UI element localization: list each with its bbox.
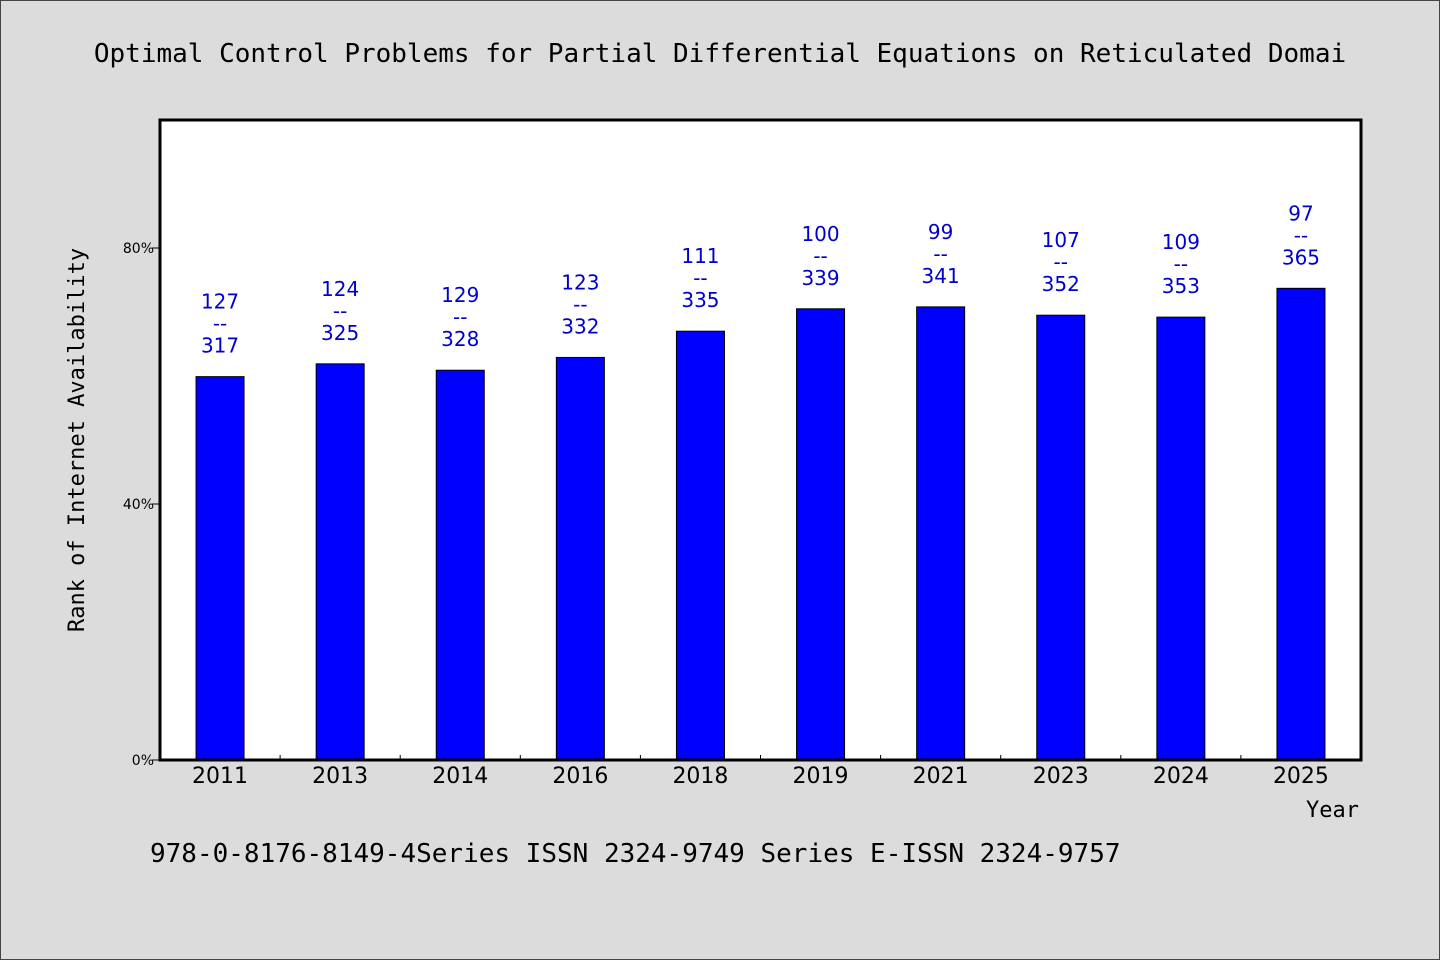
data-label: 341: [922, 264, 960, 288]
x-tick-label: 2016: [552, 764, 608, 789]
data-label: 109: [1162, 230, 1200, 254]
bar-2019: [796, 308, 846, 761]
data-label: 124: [321, 277, 359, 301]
data-label: 352: [1042, 272, 1080, 296]
data-label: 97: [1288, 201, 1313, 225]
y-tick-label: 80%: [123, 241, 154, 257]
plot-border: [158, 118, 1363, 762]
bar-2011: [195, 376, 245, 761]
y-axis: 0% 40% 80%: [123, 241, 160, 769]
x-axis: 2011 2013 2014 2016 2018 2019 2021 2023 2024 2025: [192, 755, 1329, 789]
data-label: 335: [681, 288, 719, 312]
data-label: --: [933, 242, 947, 266]
data-label: --: [333, 299, 347, 323]
bar-2016: [555, 356, 605, 761]
data-label: --: [1054, 250, 1068, 274]
bar-2023: [1036, 314, 1086, 761]
data-label: 353: [1162, 274, 1200, 298]
data-label: 332: [561, 314, 599, 338]
bar-2014: [435, 369, 485, 761]
x-tick-label: 2018: [672, 764, 728, 789]
x-tick-label: 2011: [192, 764, 248, 789]
data-label: --: [213, 312, 227, 336]
data-label: --: [1174, 252, 1188, 276]
data-label: 317: [201, 334, 239, 358]
data-label: 99: [928, 220, 953, 244]
chart-title: Optimal Control Problems for Partial Dif…: [94, 39, 1346, 69]
y-tick-label: 0%: [132, 753, 154, 769]
bar-2021: [916, 306, 966, 761]
data-label: 100: [801, 222, 839, 246]
data-label: --: [573, 292, 587, 316]
x-tick-label: 2023: [1033, 764, 1089, 789]
x-tick-label: 2013: [312, 764, 368, 789]
x-tick-label: 2025: [1273, 764, 1329, 789]
data-label: 107: [1042, 228, 1080, 252]
bars: [195, 287, 1326, 761]
data-label: 365: [1282, 245, 1320, 269]
data-label: 129: [441, 283, 479, 307]
data-label: --: [813, 244, 827, 268]
footer-isbn-text: 978-0-8176-8149-4Series ISSN 2324-9749 S…: [150, 839, 1121, 869]
x-axis-label: Year: [1306, 798, 1359, 823]
data-label: --: [1294, 223, 1308, 247]
bar-2018: [675, 330, 725, 761]
x-tick-label: 2014: [432, 764, 488, 789]
bar-2024: [1156, 316, 1206, 761]
bar-2013: [315, 363, 365, 761]
data-label: --: [453, 305, 467, 329]
x-tick-label: 2019: [793, 764, 849, 789]
data-label: 339: [801, 266, 839, 290]
data-label: --: [693, 266, 707, 290]
data-label: 111: [681, 244, 719, 268]
data-label: 123: [561, 270, 599, 294]
data-labels: 127--317124--325129--328123--332111--335…: [201, 201, 1320, 357]
data-label: 127: [201, 290, 239, 314]
y-tick-label: 40%: [123, 497, 154, 513]
x-tick-label: 2024: [1153, 764, 1209, 789]
y-axis-label: Rank of Internet Availability: [65, 248, 90, 632]
data-label: 325: [321, 321, 359, 345]
data-label: 328: [441, 327, 479, 351]
x-tick-label: 2021: [913, 764, 969, 789]
bar-2025: [1276, 287, 1326, 761]
